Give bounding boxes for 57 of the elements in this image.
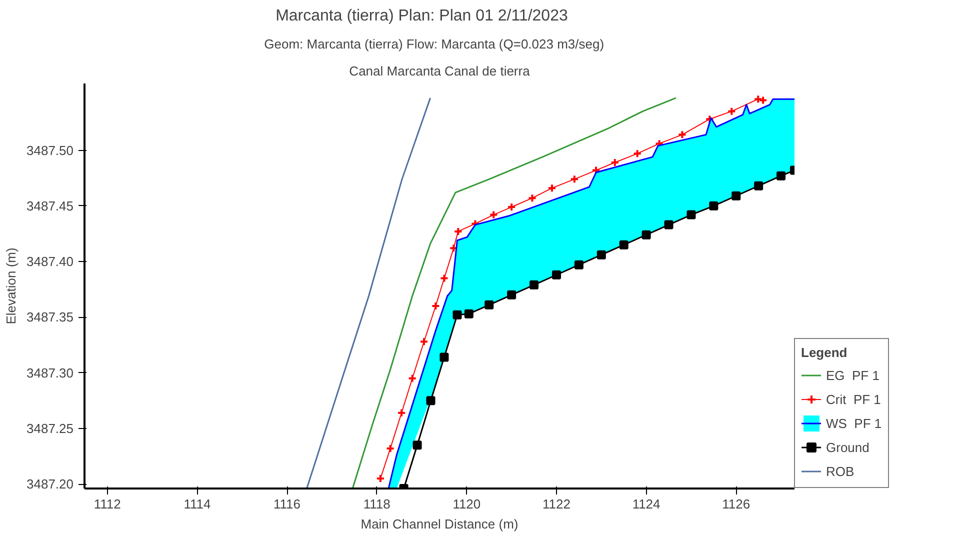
- x-tick-label: 1126: [722, 496, 750, 512]
- point: [528, 194, 537, 203]
- y-tick-label: 3487.20: [26, 476, 74, 492]
- y-tick-label: 3487.30: [26, 365, 74, 380]
- y-tick-label: 3487.40: [26, 254, 74, 270]
- point: [426, 396, 436, 406]
- point: [397, 408, 406, 418]
- point: [452, 310, 462, 320]
- x-tick-label: 1112: [94, 496, 121, 512]
- x-tick-label: 1120: [452, 496, 481, 512]
- x-tick-label: 1124: [632, 496, 660, 512]
- legend-label: WS PF 1: [826, 416, 882, 430]
- point: [408, 374, 417, 383]
- point: [705, 114, 714, 124]
- point: [664, 220, 674, 230]
- chart-title: Marcanta (tierra) Plan: Plan 01 2/11/2023: [276, 8, 568, 24]
- y-tick-label: 3487.25: [26, 420, 74, 436]
- x-tick-label: 1116: [274, 496, 301, 512]
- point: [732, 191, 741, 200]
- point: [632, 149, 642, 158]
- point: [440, 352, 449, 362]
- point: [574, 260, 584, 270]
- point: [709, 201, 718, 210]
- point: [552, 270, 561, 280]
- point: [489, 210, 498, 220]
- point: [440, 274, 449, 283]
- point: [484, 300, 494, 310]
- legend-label: Crit PF 1: [826, 392, 881, 406]
- x-tick-label: 1122: [542, 496, 570, 512]
- x-axis-title: Main Channel Distance (m): [360, 516, 518, 532]
- point: [507, 290, 516, 300]
- text: Canal Marcanta Canal de tierra: [349, 64, 531, 78]
- point: [464, 309, 474, 318]
- point: [570, 174, 579, 184]
- point: [619, 240, 628, 250]
- point: [530, 280, 539, 290]
- y-tick-label: 3487.35: [26, 310, 74, 325]
- point: [686, 210, 696, 220]
- legend-title: Legend: [801, 345, 848, 360]
- y-axis-title: Elevation (m): [4, 248, 19, 324]
- point: [776, 171, 786, 180]
- legend-label: Ground: [826, 440, 870, 454]
- point: [754, 181, 764, 190]
- point: [412, 440, 422, 450]
- point: [727, 106, 736, 116]
- point: [642, 230, 651, 240]
- legend-label: ROB: [826, 464, 856, 478]
- x-tick-label: 1114: [184, 496, 211, 512]
- legend-label: EG PF 1: [826, 368, 880, 382]
- x-tick-label: 1118: [363, 496, 390, 512]
- point: [678, 130, 687, 140]
- chart-subtitle: Geom: Marcanta (tierra) Flow: Marcanta (Q=0.023 m3/seg): [264, 36, 604, 52]
- line-series: [352, 97, 677, 488]
- y-tick-label: 3487.45: [26, 198, 74, 214]
- point: [596, 250, 606, 260]
- line-series: [306, 97, 432, 488]
- y-tick-label: 3487.50: [26, 142, 74, 158]
